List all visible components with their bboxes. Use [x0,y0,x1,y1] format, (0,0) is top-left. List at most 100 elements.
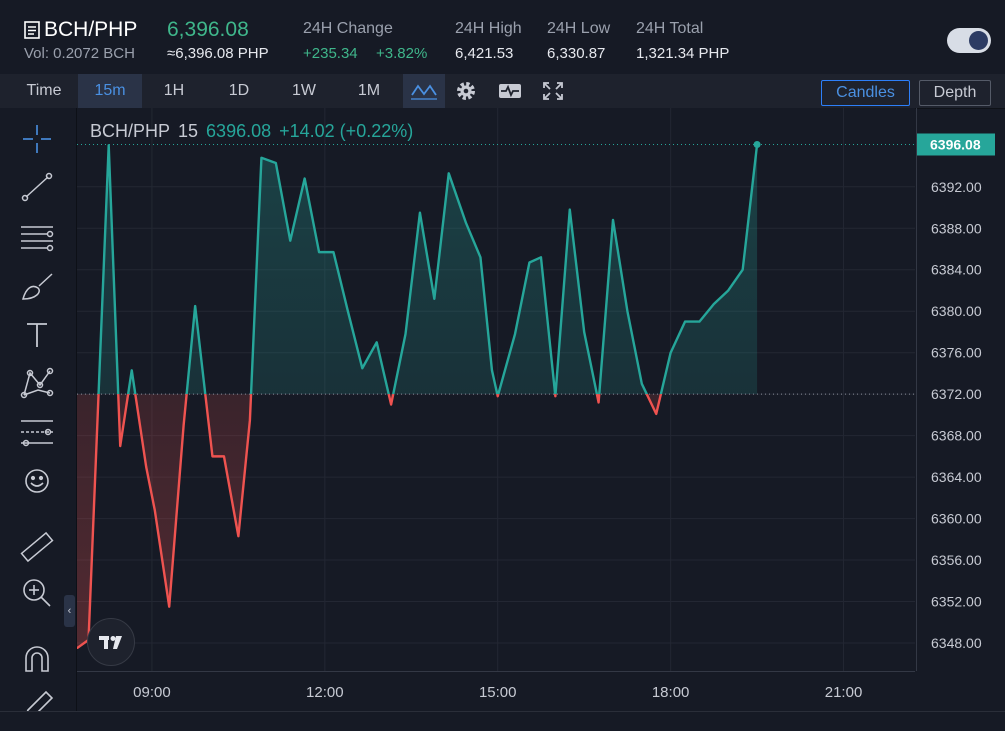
data-point [318,251,320,253]
data-point [465,222,467,224]
approx-price: ≈6,396.08 PHP [167,45,269,62]
data-point [597,401,600,404]
bottom-border [0,711,1005,723]
price-chart[interactable] [76,108,915,671]
ruler-icon[interactable] [18,528,56,566]
data-point [168,605,171,608]
data-point [491,369,493,372]
stat-value-low: 6,330.87 [547,45,606,62]
interval-time[interactable]: Time [26,82,62,99]
line-style-icon[interactable] [403,74,445,108]
time-axis[interactable]: 09:00 12:00 15:00 18:00 21:00 [77,671,915,712]
y-tick-label: 6364.00 [931,469,982,485]
text-icon[interactable] [18,316,56,354]
stat-label-high: 24H High [455,20,522,37]
data-point [433,297,436,300]
fullscreen-icon[interactable] [540,79,566,103]
stat-label-low: 24H Low [547,20,611,37]
theme-toggle[interactable] [947,28,991,53]
magnet-icon[interactable] [18,640,56,678]
candles-button[interactable]: Candles [821,80,910,106]
drawing-toolbar [0,108,77,722]
last-price-badge [917,133,995,156]
y-tick-label: 6352.00 [931,594,982,610]
pair-title[interactable]: BCH/PHP [24,18,137,42]
legend-interval: 15 [178,121,199,141]
data-point [447,172,450,175]
data-point [154,509,156,512]
tv-logo-icon [99,636,122,649]
data-point [727,289,730,292]
data-point [275,162,277,164]
data-point [612,219,614,221]
legend-change: +14.02 (+0.22%) [279,121,414,141]
interval-1w[interactable]: 1W [292,82,316,99]
data-point [289,239,292,242]
data-point [528,261,531,264]
price-axis[interactable]: 6392.00 6388.00 6384.00 6380.00 6376.00 6372.… [916,108,1005,671]
y-tick-label: 6376.00 [931,345,982,361]
data-point [303,177,306,180]
interval-1m[interactable]: 1M [357,82,381,99]
last-price: 6,396.08 [167,18,249,41]
data-point [698,320,701,323]
data-point [479,256,482,259]
data-point [347,310,349,313]
y-tick-label: 6388.00 [931,220,982,236]
data-point [260,156,263,159]
pair-label: BCH/PHP [44,18,138,41]
y-tick-label: 6372.00 [931,386,982,402]
moon-icon [969,31,988,50]
zoom-in-icon[interactable] [18,574,56,612]
x-tick-label: 21:00 [825,684,863,701]
y-tick-label: 6356.00 [931,552,982,568]
measure-lines-icon[interactable] [18,413,56,451]
data-point [713,303,715,305]
x-tick-label: 18:00 [652,684,690,701]
volume-label: Vol: 0.2072 BCH [24,45,135,62]
gear-icon[interactable] [453,79,479,103]
horizontal-lines-icon[interactable] [18,218,56,256]
stat-value-change-pct: +3.82% [376,45,428,62]
series-line-up [97,144,759,395]
y-tick-label: 6392.00 [931,179,982,195]
data-point [514,333,516,335]
area-fill-down [77,394,758,649]
stat-value-high: 6,421.53 [455,45,514,62]
pattern-icon[interactable] [18,364,56,402]
interval-1h[interactable]: 1H [163,82,185,99]
interval-1d[interactable]: 1D [228,82,250,99]
data-point [211,455,214,458]
data-point [419,211,421,214]
brush-icon[interactable] [18,268,56,306]
data-point [223,455,225,458]
series-line-down [77,394,663,650]
crosshair-icon[interactable] [18,120,56,158]
emoji-icon[interactable] [18,462,56,500]
y-tick-label: 6360.00 [931,511,982,527]
x-tick-label: 12:00 [306,684,344,701]
data-point [332,251,335,253]
data-point [107,144,110,147]
interval-15m[interactable]: 15m [78,74,142,108]
legend-symbol: BCH/PHP [90,121,171,141]
indicator-icon[interactable] [497,79,523,103]
last-price-badge-label: 6396.08 [930,136,981,152]
depth-button[interactable]: Depth [919,80,991,106]
data-point [404,333,407,335]
data-point [361,367,364,370]
trend-line-icon[interactable] [18,168,56,206]
collapse-toolbar-button[interactable]: ‹ [64,595,75,627]
data-point [496,395,499,398]
data-point [741,268,744,271]
chart-legend: BCH/PHP 15 6396.08 +14.02 (+0.22%) [90,121,413,142]
y-tick-label: 6384.00 [931,262,982,278]
legend-value: 6396.08 [206,121,272,141]
y-tick-label: 6368.00 [931,428,982,444]
data-point [554,395,557,398]
y-tick-label: 6380.00 [931,303,982,319]
chart-area[interactable] [76,108,915,671]
data-point [669,351,672,354]
tradingview-logo[interactable] [87,618,135,666]
data-point [375,341,378,344]
